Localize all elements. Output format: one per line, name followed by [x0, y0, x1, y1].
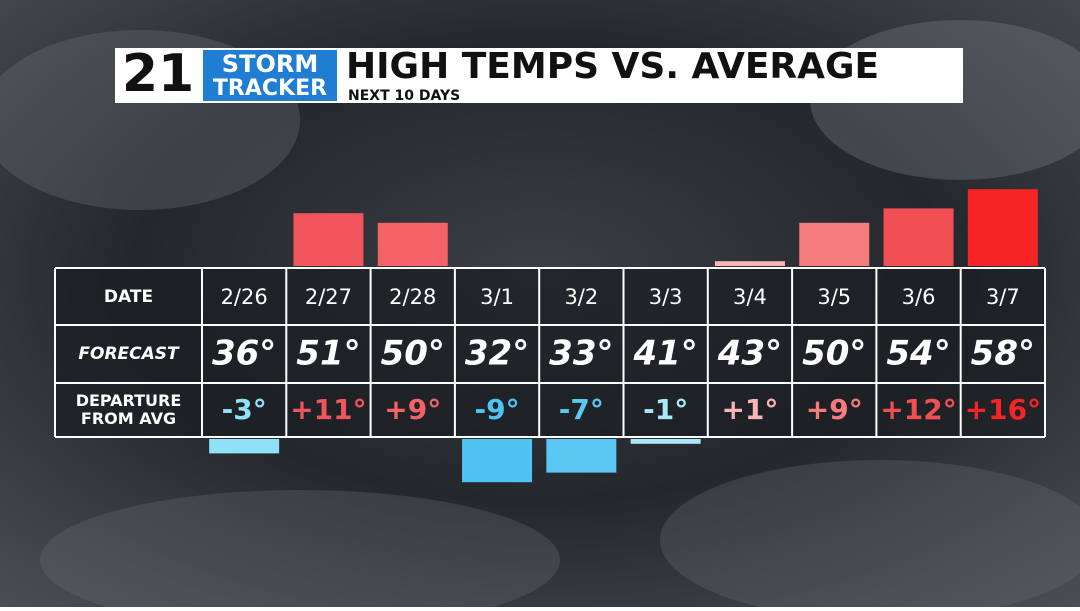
forecast-label: 41°: [632, 334, 697, 374]
date-label: 3/3: [649, 285, 683, 309]
date-label: 3/6: [902, 285, 936, 309]
departure-label: -9°: [474, 393, 519, 426]
date-label: 2/26: [221, 285, 268, 309]
forecast-label: 33°: [549, 334, 613, 374]
row-label: DATE: [104, 287, 153, 307]
logo-text: TRACKER: [213, 76, 327, 101]
cloud: [660, 460, 1080, 611]
subtitle: NEXT 10 DAYS: [348, 88, 460, 104]
departure-label: +1°: [721, 393, 778, 426]
departure-label: +9°: [384, 393, 441, 426]
date-label: 3/2: [564, 285, 598, 309]
title-box: [340, 48, 963, 103]
date-label: 3/4: [733, 285, 767, 309]
title: HIGH TEMPS VS. AVERAGE: [346, 46, 879, 87]
departure-bar: [462, 439, 533, 483]
departure-label: -7°: [559, 393, 604, 426]
departure-label: +16°: [965, 393, 1041, 426]
departure-bar: [293, 213, 364, 266]
date-label: 2/27: [305, 285, 352, 309]
forecast-label: 32°: [465, 334, 529, 374]
forecast-label: 50°: [802, 334, 866, 374]
table-bg: [55, 268, 1045, 437]
departure-bar: [967, 189, 1038, 266]
cloud: [40, 490, 560, 611]
logo-text: STORM: [222, 50, 318, 78]
departure-bar: [714, 261, 785, 266]
departure-label: -1°: [643, 393, 688, 426]
date-label: 3/7: [986, 285, 1020, 309]
row-label: DEPARTURE FROM AVG: [76, 391, 182, 428]
departure-bar: [546, 439, 617, 473]
row-label: FORECAST: [78, 344, 180, 364]
departure-bar: [377, 222, 448, 266]
departure-label: +12°: [880, 393, 956, 426]
forecast-label: 36°: [212, 334, 276, 374]
date-label: 3/1: [480, 285, 514, 309]
departure-label: +9°: [806, 393, 863, 426]
departure-bar: [209, 439, 280, 454]
forecast-label: 50°: [381, 334, 445, 374]
forecast-label: 43°: [717, 334, 782, 374]
forecast-label: 54°: [886, 334, 950, 374]
date-label: 2/28: [389, 285, 436, 309]
forecast-label: 58°: [971, 334, 1035, 374]
date-label: 3/5: [817, 285, 851, 309]
logo-badge: [203, 50, 337, 101]
departure-bar: [883, 208, 954, 266]
forecast-label: 51°: [296, 334, 360, 374]
logo-number: 21: [122, 44, 194, 104]
departure-label: +11°: [290, 393, 366, 426]
departure-bar: [799, 222, 870, 266]
departure-label: -3°: [222, 393, 267, 426]
departure-bar: [630, 439, 701, 444]
